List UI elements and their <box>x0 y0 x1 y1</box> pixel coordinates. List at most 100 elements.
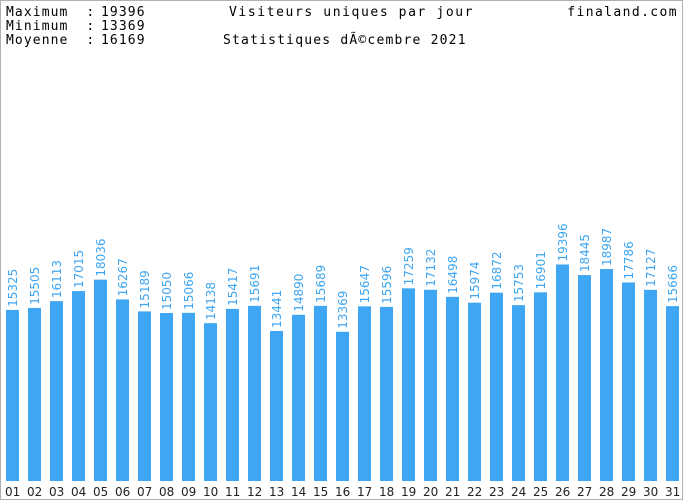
x-tick-label-09: 09 <box>181 485 196 499</box>
value-label-01: 15325 <box>6 269 20 307</box>
x-tick-label-31: 31 <box>665 485 680 499</box>
bar-04 <box>72 291 85 481</box>
value-label-10: 14138 <box>204 282 218 320</box>
value-label-21: 16498 <box>446 256 460 294</box>
average-value: 16169 <box>101 33 146 48</box>
bar-19 <box>402 288 415 481</box>
bar-26 <box>556 264 569 481</box>
value-label-12: 15691 <box>248 265 262 303</box>
x-tick-label-20: 20 <box>423 485 438 499</box>
x-tick-label-30: 30 <box>643 485 658 499</box>
maximum-label: Maximum : <box>6 5 96 20</box>
value-label-28: 18987 <box>600 228 614 266</box>
average-label: Moyenne : <box>6 33 96 48</box>
x-tick-label-10: 10 <box>203 485 218 499</box>
value-label-19: 17259 <box>402 247 416 285</box>
value-label-07: 15189 <box>138 270 152 308</box>
x-tick-label-01: 01 <box>5 485 20 499</box>
value-label-08: 15050 <box>160 272 174 310</box>
x-tick-label-13: 13 <box>269 485 284 499</box>
x-tick-label-04: 04 <box>71 485 86 499</box>
bar-22 <box>468 302 481 481</box>
x-tick-label-17: 17 <box>357 485 372 499</box>
x-tick-label-12: 12 <box>247 485 262 499</box>
value-label-11: 15417 <box>226 268 240 306</box>
value-label-30: 17127 <box>644 249 658 287</box>
value-label-18: 15596 <box>380 266 394 304</box>
value-label-17: 15647 <box>358 265 372 303</box>
x-tick-label-11: 11 <box>225 485 240 499</box>
bar-01 <box>6 309 19 481</box>
value-label-24: 15753 <box>512 264 526 302</box>
value-label-26: 19396 <box>556 223 570 261</box>
maximum-value: 19396 <box>101 5 146 20</box>
x-tick-label-19: 19 <box>401 485 416 499</box>
bar-25 <box>534 292 547 481</box>
bar-30 <box>644 289 657 481</box>
value-label-14: 14890 <box>292 274 306 312</box>
value-label-27: 18445 <box>578 234 592 272</box>
x-tick-label-15: 15 <box>313 485 328 499</box>
x-tick-label-21: 21 <box>445 485 460 499</box>
bar-07 <box>138 311 151 481</box>
value-label-09: 15066 <box>182 272 196 310</box>
bar-31 <box>666 306 679 481</box>
bar-05 <box>94 279 107 481</box>
x-tick-label-27: 27 <box>577 485 592 499</box>
x-tick-label-16: 16 <box>335 485 350 499</box>
value-label-02: 15505 <box>28 267 42 305</box>
bar-27 <box>578 275 591 481</box>
value-label-03: 16113 <box>50 260 64 298</box>
x-tick-label-25: 25 <box>533 485 548 499</box>
site-name: finaland.com <box>567 5 678 20</box>
value-label-15: 15689 <box>314 265 328 303</box>
value-label-13: 13441 <box>270 290 284 328</box>
x-tick-label-08: 08 <box>159 485 174 499</box>
value-label-16: 13369 <box>336 291 350 329</box>
bar-13 <box>270 330 283 481</box>
x-tick-label-02: 02 <box>27 485 42 499</box>
bar-21 <box>446 296 459 481</box>
x-tick-label-28: 28 <box>599 485 614 499</box>
bar-12 <box>248 305 261 481</box>
bar-29 <box>622 282 635 481</box>
value-label-29: 17786 <box>622 241 636 279</box>
value-label-31: 15666 <box>666 265 680 303</box>
bar-11 <box>226 308 239 481</box>
x-tick-label-24: 24 <box>511 485 526 499</box>
value-label-06: 16267 <box>116 258 130 296</box>
bar-15 <box>314 305 327 481</box>
bar-18 <box>380 306 393 481</box>
value-label-22: 15974 <box>468 261 482 299</box>
x-tick-label-05: 05 <box>93 485 108 499</box>
bar-06 <box>116 299 129 481</box>
bar-09 <box>182 312 195 481</box>
bar-08 <box>160 313 173 481</box>
chart-subtitle: Statistiques dÃ©cembre 2021 <box>223 33 467 48</box>
bar-28 <box>600 269 613 481</box>
value-label-20: 17132 <box>424 249 438 287</box>
bar-03 <box>50 301 63 481</box>
bar-16 <box>336 331 349 481</box>
x-tick-label-23: 23 <box>489 485 504 499</box>
bar-10 <box>204 323 217 481</box>
value-label-23: 16872 <box>490 251 504 289</box>
x-tick-label-29: 29 <box>621 485 636 499</box>
x-tick-label-07: 07 <box>137 485 152 499</box>
bar-23 <box>490 292 503 481</box>
x-tick-label-26: 26 <box>555 485 570 499</box>
x-tick-label-14: 14 <box>291 485 306 499</box>
minimum-value: 13369 <box>101 19 146 34</box>
bar-24 <box>512 305 525 481</box>
x-tick-label-22: 22 <box>467 485 482 499</box>
x-tick-label-06: 06 <box>115 485 130 499</box>
chart-title: Visiteurs uniques par jour <box>229 5 475 20</box>
bar-17 <box>358 306 371 481</box>
value-label-25: 16901 <box>534 251 548 289</box>
x-tick-label-03: 03 <box>49 485 64 499</box>
value-label-04: 17015 <box>72 250 86 288</box>
bar-02 <box>28 307 41 481</box>
x-tick-label-18: 18 <box>379 485 394 499</box>
